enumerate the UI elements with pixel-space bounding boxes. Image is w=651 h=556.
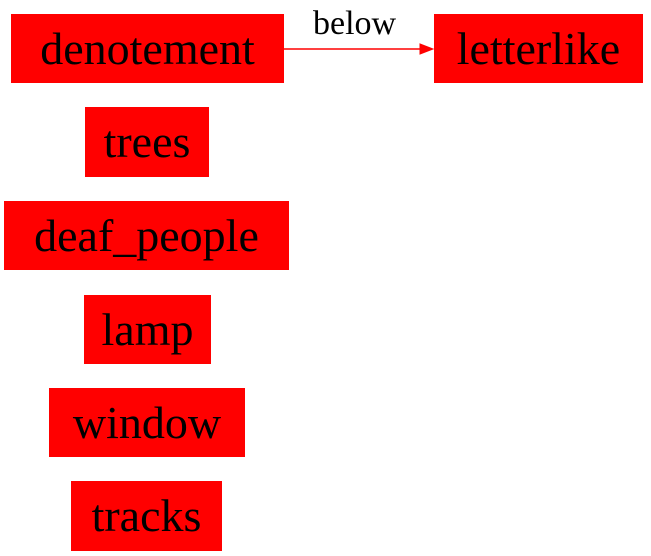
- node-deaf-people: deaf_people: [4, 201, 289, 270]
- node-letterlike: letterlike: [434, 14, 643, 83]
- node-lamp: lamp: [84, 295, 211, 364]
- edge-label-below: below: [313, 5, 397, 42]
- edge-arrowhead-icon: [419, 43, 435, 55]
- node-tracks: tracks: [71, 481, 222, 551]
- node-window: window: [49, 388, 245, 457]
- node-trees: trees: [85, 107, 209, 177]
- node-denotement: denotement: [11, 14, 284, 83]
